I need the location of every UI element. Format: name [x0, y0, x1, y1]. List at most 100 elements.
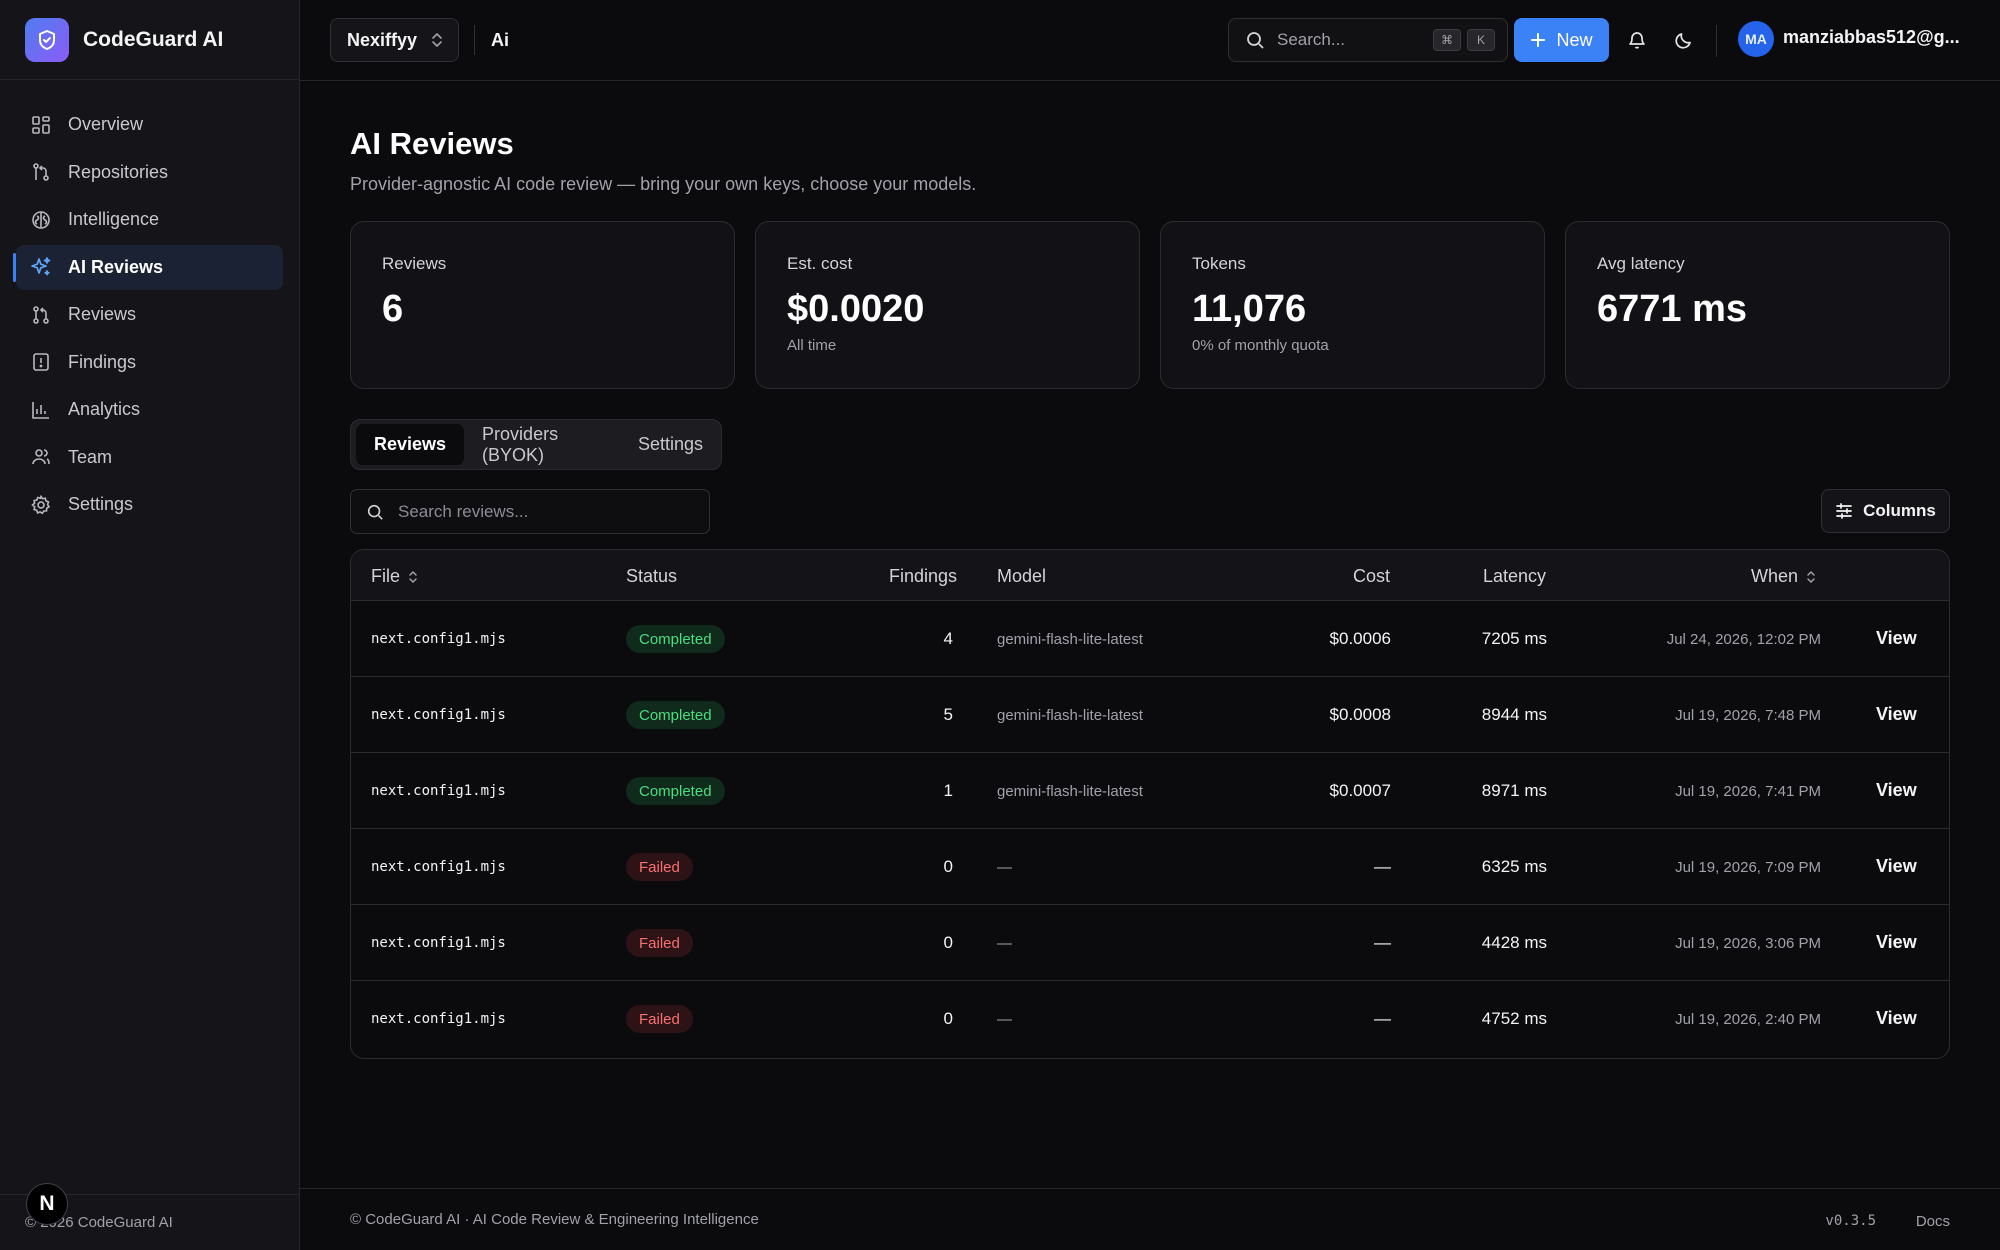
divider — [1716, 25, 1717, 57]
status-badge: Completed — [626, 777, 725, 805]
column-header-latency: Latency — [1483, 566, 1546, 587]
view-button[interactable]: View — [1876, 780, 1917, 800]
tab-settings[interactable]: Settings — [637, 434, 703, 454]
latency-cell: 6325 ms — [1481, 857, 1547, 876]
sidebar-item-intelligence[interactable]: Intelligence — [16, 197, 283, 242]
column-header-findings: Findings — [889, 566, 957, 587]
sidebar-item-overview[interactable]: Overview — [16, 102, 283, 147]
stat-value: $0.0020 — [787, 288, 925, 330]
table-row: next.config1.mjs Failed 0 — — 6325 ms Ju… — [351, 829, 1949, 905]
brain-icon — [30, 209, 52, 231]
status-badge: Failed — [626, 1005, 693, 1033]
stat-value: 11,076 — [1192, 288, 1307, 330]
header-label: Status — [626, 566, 678, 586]
sidebar-nav: Overview Repositories Intelligence AI Re… — [0, 80, 299, 527]
avatar[interactable]: MA — [1738, 21, 1774, 57]
columns-button[interactable]: Columns — [1821, 489, 1950, 533]
model-cell: gemini-flash-lite-latest — [997, 707, 1143, 724]
sidebar-item-settings[interactable]: Settings — [16, 482, 283, 527]
file-cell: next.config1.mjs — [371, 783, 506, 799]
column-header-when[interactable]: When — [1751, 566, 1816, 587]
brand-name: CodeGuard AI — [83, 27, 224, 51]
breadcrumb[interactable]: Ai — [491, 29, 509, 50]
sidebar-item-label: Analytics — [68, 399, 141, 419]
header-label: When — [1751, 566, 1799, 586]
findings-cell: 1 — [943, 781, 953, 800]
latency-cell: 7205 ms — [1481, 629, 1547, 648]
divider — [474, 25, 475, 55]
columns-button-label: Columns — [1863, 501, 1936, 520]
findings-cell: 4 — [943, 629, 953, 648]
global-search-input[interactable]: Search... ⌘ K — [1228, 18, 1508, 62]
topbar: Nexiffyy Ai Search... ⌘ K New MA manziab… — [300, 0, 2000, 81]
moon-icon[interactable] — [1668, 24, 1700, 56]
table-header: File Status Findings Model Cost Latency … — [351, 550, 1949, 601]
user-email[interactable]: manziabbas512@g... — [1783, 27, 1960, 47]
when-cell: Jul 24, 2026, 12:02 PM — [1666, 631, 1821, 648]
model-cell: gemini-flash-lite-latest — [997, 631, 1143, 648]
header-label: Findings — [889, 566, 958, 586]
file-cell: next.config1.mjs — [371, 859, 506, 875]
search-reviews-input[interactable]: Search reviews... — [350, 489, 710, 534]
stat-value: 6 — [382, 288, 404, 330]
sidebar-item-label: Reviews — [68, 304, 137, 324]
cost-cell: $0.0006 — [1329, 629, 1391, 648]
sidebar-item-ai-reviews[interactable]: AI Reviews — [13, 244, 283, 290]
stat-card-cost: Est. cost $0.0020 All time — [755, 221, 1140, 389]
column-header-file[interactable]: File — [371, 566, 418, 587]
search-reviews-placeholder: Search reviews... — [398, 501, 529, 521]
tabs: Reviews Providers (BYOK) Settings — [350, 419, 722, 470]
tab-reviews[interactable]: Reviews — [356, 424, 465, 465]
view-button[interactable]: View — [1876, 628, 1917, 648]
sidebar-item-findings[interactable]: Findings — [16, 340, 283, 385]
model-cell: — — [997, 859, 1012, 876]
latency-cell: 8971 ms — [1481, 781, 1547, 800]
docs-link[interactable]: Docs — [1915, 1213, 1950, 1230]
stats-cards: Reviews 6 Est. cost $0.0020 All time Tok… — [350, 221, 1950, 389]
sidebar-item-reviews[interactable]: Reviews — [16, 292, 283, 337]
shield-logo-icon — [25, 17, 69, 62]
latency-cell: 8944 ms — [1481, 705, 1547, 724]
view-button[interactable]: View — [1876, 932, 1917, 952]
dev-tools-badge[interactable]: N — [26, 1183, 68, 1225]
sidebar-item-label: Settings — [68, 494, 134, 514]
sidebar-item-team[interactable]: Team — [16, 435, 283, 480]
table-row: next.config1.mjs Failed 0 — — 4428 ms Ju… — [351, 905, 1949, 981]
sidebar-item-analytics[interactable]: Analytics — [16, 387, 283, 432]
view-button[interactable]: View — [1876, 1008, 1917, 1028]
findings-cell: 0 — [943, 933, 953, 952]
latency-cell: 4428 ms — [1481, 933, 1547, 952]
brand[interactable]: CodeGuard AI — [0, 0, 299, 80]
view-button[interactable]: View — [1876, 704, 1917, 724]
model-cell: — — [997, 935, 1012, 952]
sidebar-item-label: Team — [68, 446, 113, 467]
footer-text: © CodeGuard AI · AI Code Review & Engine… — [350, 1211, 759, 1228]
search-icon — [366, 503, 384, 521]
sparkles-icon — [30, 256, 52, 278]
stat-card-latency: Avg latency 6771 ms — [1565, 221, 1950, 389]
version-label: v0.3.5 — [1825, 1213, 1876, 1229]
workspace-select[interactable]: Nexiffyy — [330, 18, 459, 62]
stat-label: Reviews — [382, 254, 447, 273]
new-button[interactable]: New — [1514, 18, 1609, 62]
sidebar-item-label: Overview — [68, 114, 144, 134]
search-placeholder: Search... — [1277, 30, 1346, 49]
sidebar-item-repositories[interactable]: Repositories — [16, 150, 283, 195]
when-cell: Jul 19, 2026, 7:48 PM — [1675, 707, 1821, 724]
status-badge: Completed — [626, 625, 725, 653]
stat-subtext: 0% of monthly quota — [1192, 337, 1329, 354]
chevron-up-down-icon — [431, 31, 443, 49]
header-label: Model — [997, 566, 1047, 586]
file-cell: next.config1.mjs — [371, 1011, 506, 1027]
git-pull-request-icon — [30, 304, 52, 326]
view-button[interactable]: View — [1876, 856, 1917, 876]
column-header-status: Status — [626, 566, 677, 587]
bell-icon[interactable] — [1621, 24, 1653, 56]
users-icon — [30, 446, 52, 468]
alert-file-icon — [30, 351, 52, 373]
findings-cell: 0 — [943, 857, 953, 876]
when-cell: Jul 19, 2026, 7:09 PM — [1675, 859, 1821, 876]
findings-cell: 0 — [943, 1009, 953, 1028]
tab-providers[interactable]: Providers (BYOK) — [482, 423, 559, 465]
findings-cell: 5 — [943, 705, 953, 724]
